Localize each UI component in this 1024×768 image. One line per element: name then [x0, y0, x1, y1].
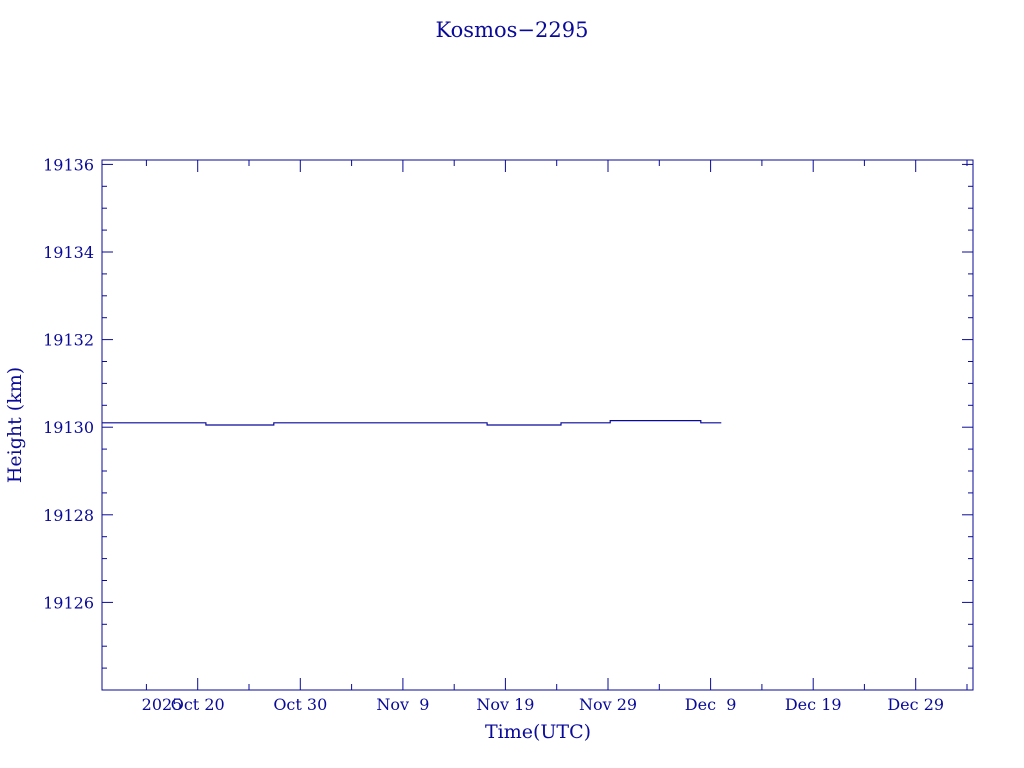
chart-title: Kosmos−2295 [436, 18, 589, 42]
series-line [102, 420, 722, 426]
x-tick-label: Nov 9 [376, 695, 429, 714]
y-tick-label: 19132 [43, 331, 94, 350]
x-tick-label: Dec 29 [887, 695, 944, 714]
y-axis-label: Height (km) [4, 367, 26, 483]
series-group [102, 420, 722, 426]
x-tick-label: Oct 30 [273, 695, 327, 714]
x-tick-label: Dec 9 [685, 695, 737, 714]
x-axis-label: Time(UTC) [485, 721, 591, 743]
y-tick-label: 19134 [43, 243, 94, 262]
y-axis-tick-labels: 19126 19128 19130 19132 19134 19136 [43, 155, 94, 612]
y-tick-label: 19126 [43, 593, 94, 612]
y-tick-label: 19130 [43, 418, 94, 437]
x-axis-tick-labels: Oct 20 Oct 30 Nov 9 Nov 19 Nov 29 Dec 9 Dec 19… [171, 695, 944, 714]
y-axis-ticks [102, 163, 973, 669]
y-tick-label: 19136 [43, 155, 94, 174]
x-axis-prefix-label: 2025 [142, 695, 183, 714]
plot-frame [101, 159, 974, 691]
x-axis-ticks [145, 160, 968, 690]
x-tick-label: Nov 29 [579, 695, 637, 714]
x-tick-label: Dec 19 [785, 695, 842, 714]
x-tick-label: Oct 20 [171, 695, 225, 714]
y-tick-label: 19128 [43, 506, 94, 525]
x-tick-label: Nov 19 [476, 695, 534, 714]
